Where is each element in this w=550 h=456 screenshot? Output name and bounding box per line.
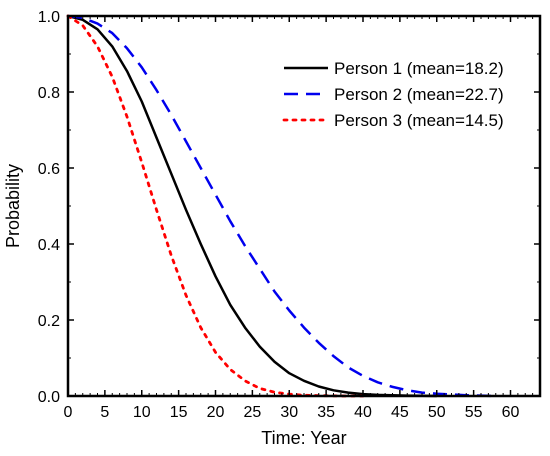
y-tick-label: 0.0 (38, 389, 60, 406)
y-tick-label: 1.0 (38, 9, 60, 26)
plot-marks (66, 14, 496, 398)
x-tick-label: 35 (317, 404, 335, 421)
series-line-3 (66, 14, 365, 398)
x-tick-label: 15 (170, 404, 188, 421)
series-line-2 (67, 14, 496, 398)
y-tick-label: 0.2 (38, 313, 60, 330)
y-tick-label: 0.8 (38, 85, 60, 102)
x-axis-title: Time: Year (261, 428, 346, 448)
x-tick-label: 30 (280, 404, 298, 421)
y-tick-label: 0.4 (38, 237, 60, 254)
x-tick-label: 5 (100, 404, 109, 421)
legend-label-2: Person 2 (mean=22.7) (334, 85, 504, 104)
axis-ticks (67, 15, 540, 397)
x-tick-label: 0 (64, 404, 73, 421)
x-tick-label: 25 (243, 404, 261, 421)
x-tick-label: 60 (502, 404, 520, 421)
y-tick-label: 0.6 (38, 161, 60, 178)
legend-label-3: Person 3 (mean=14.5) (334, 111, 504, 130)
legend-label-1: Person 1 (mean=18.2) (334, 59, 504, 78)
legend: Person 1 (mean=18.2) Person 2 (mean=22.7)… (282, 59, 504, 130)
x-tick-label: 45 (391, 404, 409, 421)
x-tick-label: 55 (465, 404, 483, 421)
series-line-1 (67, 14, 437, 398)
x-tick-label: 40 (354, 404, 372, 421)
tick-labels: 0 5 10 15 20 25 30 35 40 45 50 55 60 0.0 0.2 0.4 0.6 0.8 1… (38, 9, 520, 421)
x-tick-label: 50 (428, 404, 446, 421)
x-tick-label: 10 (133, 404, 151, 421)
x-tick-label: 20 (207, 404, 225, 421)
y-axis-title: Probability (3, 164, 23, 248)
